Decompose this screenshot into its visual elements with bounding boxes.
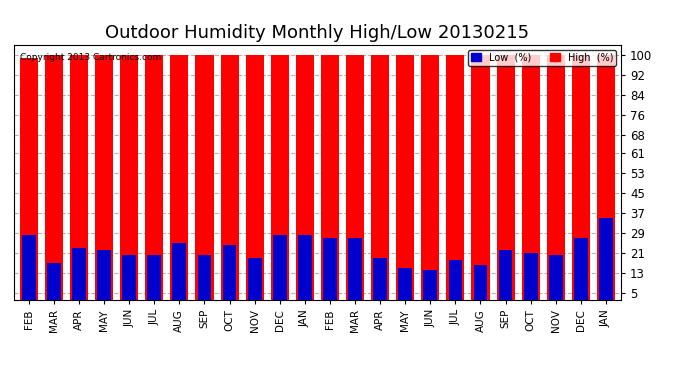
Bar: [371, 55, 389, 305]
Bar: [424, 270, 437, 305]
Bar: [195, 55, 213, 305]
Legend: Low  (%), High  (%): Low (%), High (%): [468, 50, 616, 66]
Bar: [572, 55, 590, 305]
Bar: [273, 235, 286, 305]
Bar: [70, 55, 88, 305]
Bar: [197, 255, 211, 305]
Bar: [148, 255, 161, 305]
Bar: [524, 252, 538, 305]
Bar: [47, 262, 61, 305]
Bar: [120, 55, 138, 305]
Bar: [22, 235, 36, 305]
Bar: [221, 55, 239, 305]
Bar: [72, 248, 86, 305]
Bar: [522, 55, 540, 305]
Bar: [546, 55, 565, 305]
Bar: [497, 55, 515, 305]
Bar: [298, 235, 312, 305]
Bar: [398, 267, 412, 305]
Bar: [296, 55, 314, 305]
Text: Copyright 2013 Cartronics.com: Copyright 2013 Cartronics.com: [20, 53, 161, 62]
Bar: [321, 55, 339, 305]
Bar: [471, 55, 489, 305]
Bar: [549, 255, 562, 305]
Bar: [170, 55, 188, 305]
Bar: [396, 55, 414, 305]
Bar: [323, 237, 337, 305]
Bar: [223, 245, 237, 305]
Bar: [446, 55, 464, 305]
Bar: [45, 55, 63, 305]
Bar: [599, 217, 613, 305]
Bar: [122, 255, 136, 305]
Bar: [346, 55, 364, 305]
Bar: [597, 55, 615, 305]
Bar: [373, 258, 387, 305]
Bar: [499, 250, 513, 305]
Bar: [146, 55, 164, 305]
Bar: [95, 55, 113, 305]
Bar: [270, 55, 289, 305]
Title: Outdoor Humidity Monthly High/Low 20130215: Outdoor Humidity Monthly High/Low 201302…: [106, 24, 529, 42]
Bar: [248, 258, 262, 305]
Bar: [20, 57, 38, 305]
Bar: [422, 55, 440, 305]
Bar: [473, 265, 487, 305]
Bar: [97, 250, 111, 305]
Bar: [246, 55, 264, 305]
Bar: [448, 260, 462, 305]
Bar: [348, 237, 362, 305]
Bar: [172, 243, 186, 305]
Bar: [574, 237, 588, 305]
